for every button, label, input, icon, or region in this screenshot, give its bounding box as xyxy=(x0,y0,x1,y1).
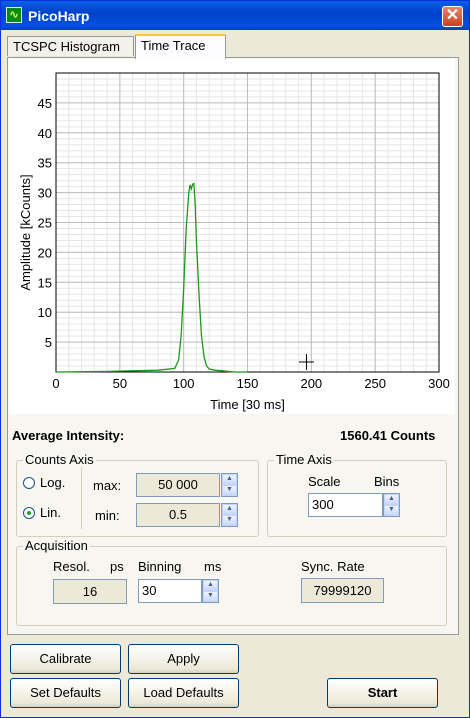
min-count-spinner[interactable]: ▲ ▼ xyxy=(221,503,238,527)
x-tick-label: 200 xyxy=(300,376,322,391)
counts-axis-group: Counts Axis xyxy=(16,452,259,537)
y-tick-label: 35 xyxy=(38,156,52,171)
x-tick-label: 100 xyxy=(173,376,195,391)
lin-radio-label: Lin. xyxy=(40,505,61,520)
y-tick-label: 40 xyxy=(38,126,52,141)
x-tick-label: 150 xyxy=(237,376,259,391)
tab-tcspc-histogram[interactable]: TCSPC Histogram xyxy=(7,36,134,56)
acquisition-group: Acquisition xyxy=(16,538,447,626)
min-label: min: xyxy=(95,508,120,523)
x-axis-label: Time [30 ms] xyxy=(210,397,285,412)
max-count-spinner[interactable]: ▲ ▼ xyxy=(221,473,238,497)
x-tick-label: 50 xyxy=(113,376,127,391)
sync-rate-label: Sync. Rate xyxy=(301,559,365,574)
log-radio[interactable] xyxy=(23,477,35,489)
max-label: max: xyxy=(93,478,122,493)
min-count-field[interactable]: 0.5 xyxy=(136,503,220,527)
chart-grid xyxy=(55,73,440,372)
y-tick-label: 30 xyxy=(38,186,52,201)
close-button[interactable]: ✕ xyxy=(442,6,463,27)
binning-spinner[interactable]: ▲ ▼ xyxy=(202,579,219,603)
window-title: PicoHarp xyxy=(28,8,90,24)
x-tick-label: 0 xyxy=(52,376,59,391)
spin-up-icon[interactable]: ▲ xyxy=(384,494,399,505)
counts-axis-divider xyxy=(81,467,82,529)
lin-radio[interactable] xyxy=(23,507,35,519)
acquisition-title: Acquisition xyxy=(23,538,90,554)
time-trace-chart: 0 50 100 150 200 250 300 5 10 15 20 25 30 35 40 45 Time… xyxy=(9,59,455,414)
series-line xyxy=(55,182,248,373)
y-tick-label: 5 xyxy=(45,335,52,350)
x-tick-label: 300 xyxy=(428,376,450,391)
load-defaults-button[interactable]: Load Defaults xyxy=(128,678,239,708)
max-count-field[interactable]: 50 000 xyxy=(136,473,220,497)
log-radio-label: Log. xyxy=(40,475,66,490)
y-tick-label: 25 xyxy=(38,216,52,231)
bins-label: Bins xyxy=(374,474,400,489)
y-axis-label: Amplitude [kCounts] xyxy=(18,174,33,290)
counts-axis-title: Counts Axis xyxy=(23,452,96,468)
spin-up-icon[interactable]: ▲ xyxy=(203,580,218,591)
time-axis-group: Time Axis xyxy=(267,452,447,537)
oscilloscope-icon: ∿ xyxy=(6,7,22,23)
axis-ticks: 0 50 100 150 200 250 300 5 10 15 20 25 30 35 40 45 xyxy=(38,96,450,391)
resolution-label: Resol. xyxy=(53,559,90,574)
apply-button[interactable]: Apply xyxy=(128,644,239,674)
spin-down-icon[interactable]: ▼ xyxy=(384,505,399,516)
spin-up-icon[interactable]: ▲ xyxy=(222,504,237,515)
start-button[interactable]: Start xyxy=(327,678,438,708)
spin-down-icon[interactable]: ▼ xyxy=(222,515,237,526)
time-axis-title: Time Axis xyxy=(274,452,334,468)
x-tick-label: 250 xyxy=(364,376,386,391)
average-intensity-value: 1560.41 Counts xyxy=(340,428,436,443)
binning-unit: ms xyxy=(204,559,222,574)
crosshair-cursor-icon xyxy=(299,354,314,370)
set-defaults-button[interactable]: Set Defaults xyxy=(10,678,121,708)
resolution-field: 16 xyxy=(53,579,127,604)
y-tick-label: 20 xyxy=(38,245,52,260)
y-tick-label: 15 xyxy=(38,275,52,290)
scale-label: Scale xyxy=(308,474,341,489)
binning-input[interactable]: 30 xyxy=(138,579,202,603)
calibrate-button[interactable]: Calibrate xyxy=(10,644,121,674)
sync-rate-field: 79999120 xyxy=(301,578,384,603)
time-scale-input[interactable]: 300 xyxy=(308,493,383,517)
spin-down-icon[interactable]: ▼ xyxy=(222,485,237,496)
title-bar[interactable]: ∿ PicoHarp ✕ xyxy=(1,1,469,30)
y-tick-label: 45 xyxy=(38,96,52,111)
binning-label: Binning xyxy=(138,559,182,574)
tab-time-trace[interactable]: Time Trace xyxy=(135,34,226,59)
resolution-unit: ps xyxy=(110,559,124,574)
spin-up-icon[interactable]: ▲ xyxy=(222,474,237,485)
spin-down-icon[interactable]: ▼ xyxy=(203,591,218,602)
y-tick-label: 10 xyxy=(38,305,52,320)
time-scale-spinner[interactable]: ▲ ▼ xyxy=(383,493,400,517)
average-intensity-label: Average Intensity: xyxy=(12,428,125,443)
